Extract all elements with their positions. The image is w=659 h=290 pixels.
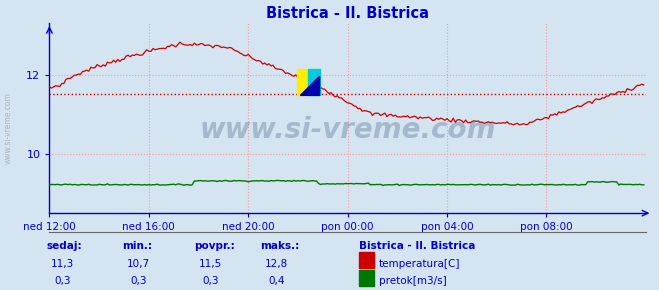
Text: 0,3: 0,3: [202, 276, 219, 286]
Text: 11,5: 11,5: [199, 259, 223, 269]
Text: www.si-vreme.com: www.si-vreme.com: [200, 116, 496, 144]
Polygon shape: [301, 76, 320, 95]
Title: Bistrica - Il. Bistrica: Bistrica - Il. Bistrica: [266, 6, 429, 21]
Bar: [308, 69, 320, 95]
Text: 11,3: 11,3: [51, 259, 74, 269]
Text: pretok[m3/s]: pretok[m3/s]: [379, 276, 447, 286]
Bar: [297, 69, 308, 95]
Text: 0,3: 0,3: [54, 276, 71, 286]
Text: www.si-vreme.com: www.si-vreme.com: [4, 92, 13, 164]
Text: 0,4: 0,4: [268, 276, 285, 286]
Text: 10,7: 10,7: [127, 259, 150, 269]
Text: povpr.:: povpr.:: [194, 241, 235, 251]
Text: sedaj:: sedaj:: [46, 241, 82, 251]
Text: temperatura[C]: temperatura[C]: [379, 259, 461, 269]
Text: 0,3: 0,3: [130, 276, 147, 286]
Text: 12,8: 12,8: [265, 259, 289, 269]
Text: min.:: min.:: [122, 241, 152, 251]
Text: maks.:: maks.:: [260, 241, 300, 251]
Text: Bistrica - Il. Bistrica: Bistrica - Il. Bistrica: [359, 241, 476, 251]
